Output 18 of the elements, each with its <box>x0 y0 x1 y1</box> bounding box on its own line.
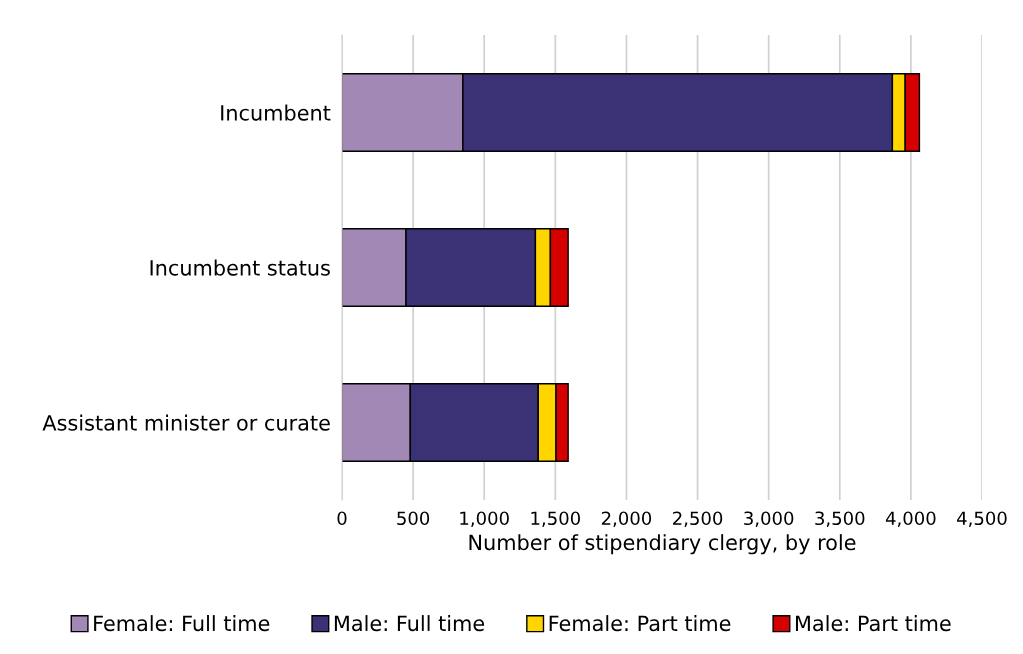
legend-label: Female: Part time <box>549 615 731 632</box>
x-axis-title: Number of stipendiary clergy, by role <box>469 534 856 555</box>
legend-label: Male: Full time <box>334 615 485 632</box>
x-tick-label: 4,000 <box>885 511 936 527</box>
y-tick-label: Incumbent <box>221 104 331 121</box>
x-tick-label: 2,500 <box>673 511 723 527</box>
x-tick-label: 500 <box>397 511 430 526</box>
x-tick-label: 1,500 <box>531 511 580 527</box>
y-tick-label: Incumbent status <box>150 259 330 276</box>
x-tick-label: 4,500 <box>957 511 1007 527</box>
legend-label: Female: Full time <box>94 615 270 632</box>
x-tick-label: 3,000 <box>744 511 794 527</box>
x-tick-label: 0 <box>337 511 347 526</box>
x-tick-label: 3,500 <box>815 511 865 527</box>
legend-label: Male: Part time <box>795 615 951 632</box>
x-tick-label: 1,000 <box>460 511 509 527</box>
x-tick-label: 2,000 <box>601 511 652 527</box>
y-tick-label: Assistant minister or curate <box>42 414 330 431</box>
